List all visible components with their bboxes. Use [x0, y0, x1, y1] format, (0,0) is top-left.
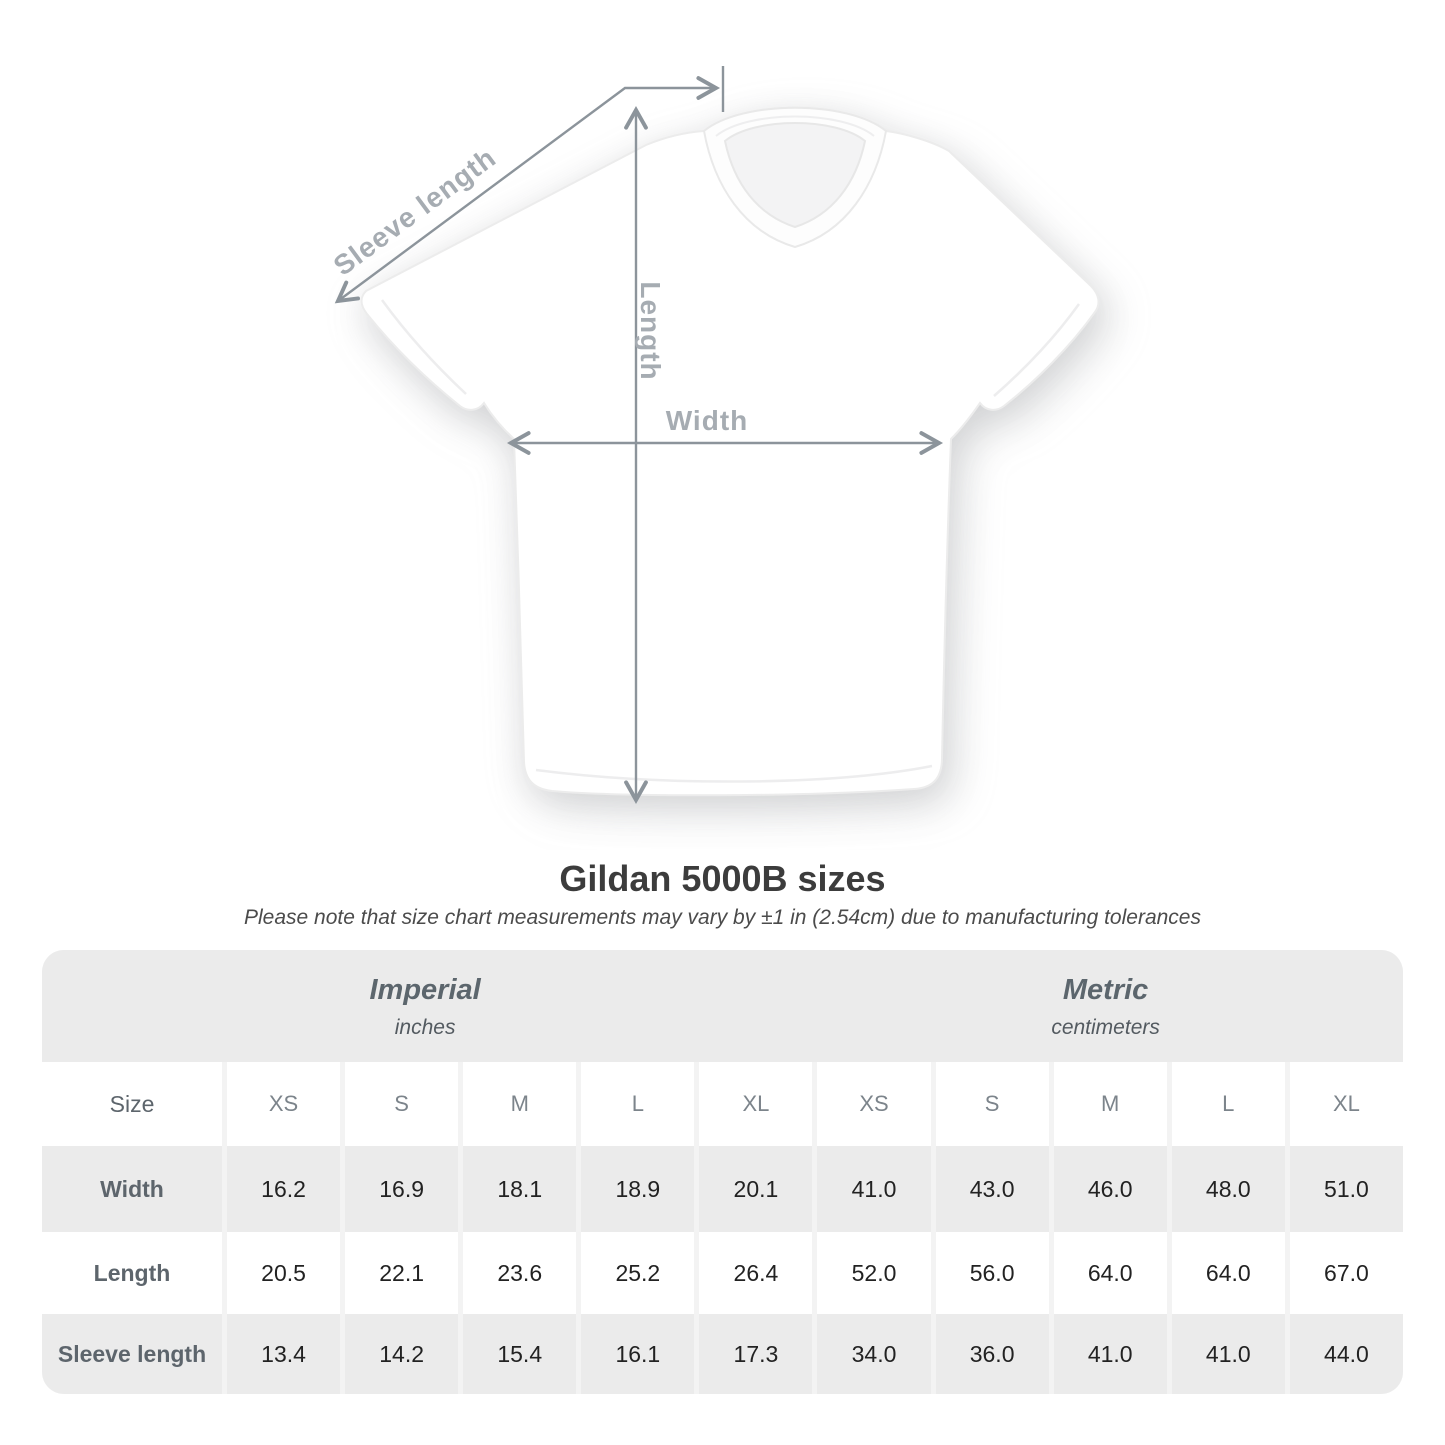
measurement-value-cell: 64.0 — [1171, 1232, 1285, 1314]
measurement-value-cell: 22.1 — [345, 1232, 459, 1314]
measurement-value-cell: 13.4 — [227, 1314, 341, 1394]
measurement-value-cell: 43.0 — [935, 1146, 1049, 1232]
measurement-value-cell: 16.1 — [581, 1314, 695, 1394]
measurement-value-cell: 15.4 — [463, 1314, 577, 1394]
measurement-value-cell: 16.9 — [345, 1146, 459, 1232]
tshirt-body — [360, 106, 1100, 797]
measurement-value-cell: 64.0 — [1053, 1232, 1167, 1314]
length-row: Length 20.5 22.1 23.6 25.2 26.4 52.0 56.… — [42, 1232, 1403, 1314]
measurement-value-cell: 56.0 — [935, 1232, 1049, 1314]
size-col-header: L — [581, 1062, 695, 1146]
tshirt-illustration — [360, 106, 1100, 797]
tshirt-collar-opening — [723, 122, 867, 229]
measurement-value-cell: 14.2 — [345, 1314, 459, 1394]
measurement-value-cell: 16.2 — [227, 1146, 341, 1232]
measurement-value-cell: 17.3 — [699, 1314, 813, 1394]
metric-unit: centimeters — [1051, 1016, 1160, 1039]
measurement-value-cell: 20.5 — [227, 1232, 341, 1314]
size-col-header: XS — [227, 1062, 341, 1146]
sleeve-length-row: Sleeve length 13.4 14.2 15.4 16.1 17.3 3… — [42, 1314, 1403, 1394]
size-col-header: XS — [817, 1062, 931, 1146]
tshirt-hem-seam — [535, 764, 933, 783]
size-table-grid: Imperial inches Metric centimeters Size … — [42, 950, 1403, 1394]
measurement-value-cell: 41.0 — [1053, 1314, 1167, 1394]
width-row: Width 16.2 16.9 18.1 18.9 20.1 41.0 43.0… — [42, 1146, 1403, 1232]
measurement-value-cell: 20.1 — [699, 1146, 813, 1232]
measurement-value-cell: 18.9 — [581, 1146, 695, 1232]
measurement-value-cell: 44.0 — [1289, 1314, 1403, 1394]
unit-group-band: Imperial inches Metric centimeters — [42, 950, 1403, 1062]
size-col-header: M — [1053, 1062, 1167, 1146]
measurement-value-cell: 52.0 — [817, 1232, 931, 1314]
measurement-value-cell: 26.4 — [699, 1232, 813, 1314]
measurement-value-cell: 34.0 — [817, 1314, 931, 1394]
size-header-row: Size XS S M L XL XS S M L XL — [42, 1062, 1403, 1146]
length-label: Length — [635, 281, 666, 380]
size-col-header: XL — [1289, 1062, 1403, 1146]
unit-group-row: Imperial inches Metric centimeters — [42, 950, 1403, 1062]
size-table: Imperial inches Metric centimeters Size … — [42, 950, 1403, 1394]
imperial-unit: inches — [394, 1016, 456, 1039]
imperial-label: Imperial — [369, 974, 481, 1006]
tshirt-left-cuff-seam — [380, 299, 467, 395]
size-col-header: XL — [699, 1062, 813, 1146]
width-row-label: Width — [42, 1146, 222, 1232]
size-header-cell: Size — [42, 1062, 222, 1146]
measurement-value-cell: 41.0 — [1171, 1314, 1285, 1394]
size-col-header: S — [935, 1062, 1049, 1146]
tshirt-measurement-diagram: Sleeve length Length Width — [328, 66, 1100, 805]
measurement-value-cell: 48.0 — [1171, 1146, 1285, 1232]
length-row-label: Length — [42, 1232, 222, 1314]
measurement-value-cell: 23.6 — [463, 1232, 577, 1314]
sleeve-length-arrow — [334, 76, 721, 304]
measurement-value-cell: 18.1 — [463, 1146, 577, 1232]
tolerance-note: Please note that size chart measurements… — [244, 906, 1201, 929]
size-col-header: M — [463, 1062, 577, 1146]
metric-label: Metric — [1062, 974, 1149, 1006]
measurement-value-cell: 51.0 — [1289, 1146, 1403, 1232]
width-label: Width — [666, 405, 749, 436]
tshirt-right-cuff-seam — [993, 303, 1081, 397]
measurement-value-cell: 25.2 — [581, 1232, 695, 1314]
measurement-value-cell: 41.0 — [817, 1146, 931, 1232]
measurement-value-cell: 46.0 — [1053, 1146, 1167, 1232]
measurement-value-cell: 36.0 — [935, 1314, 1049, 1394]
metric-group-header: Metric centimeters — [808, 974, 1403, 1040]
measurement-value-cell: 67.0 — [1289, 1232, 1403, 1314]
imperial-group-header: Imperial inches — [42, 974, 808, 1040]
size-col-header: S — [345, 1062, 459, 1146]
page-title: Gildan 5000B sizes — [559, 858, 886, 899]
tshirt-collar-seam — [715, 115, 875, 137]
size-col-header: L — [1171, 1062, 1285, 1146]
sleeve-length-row-label: Sleeve length — [42, 1314, 222, 1394]
